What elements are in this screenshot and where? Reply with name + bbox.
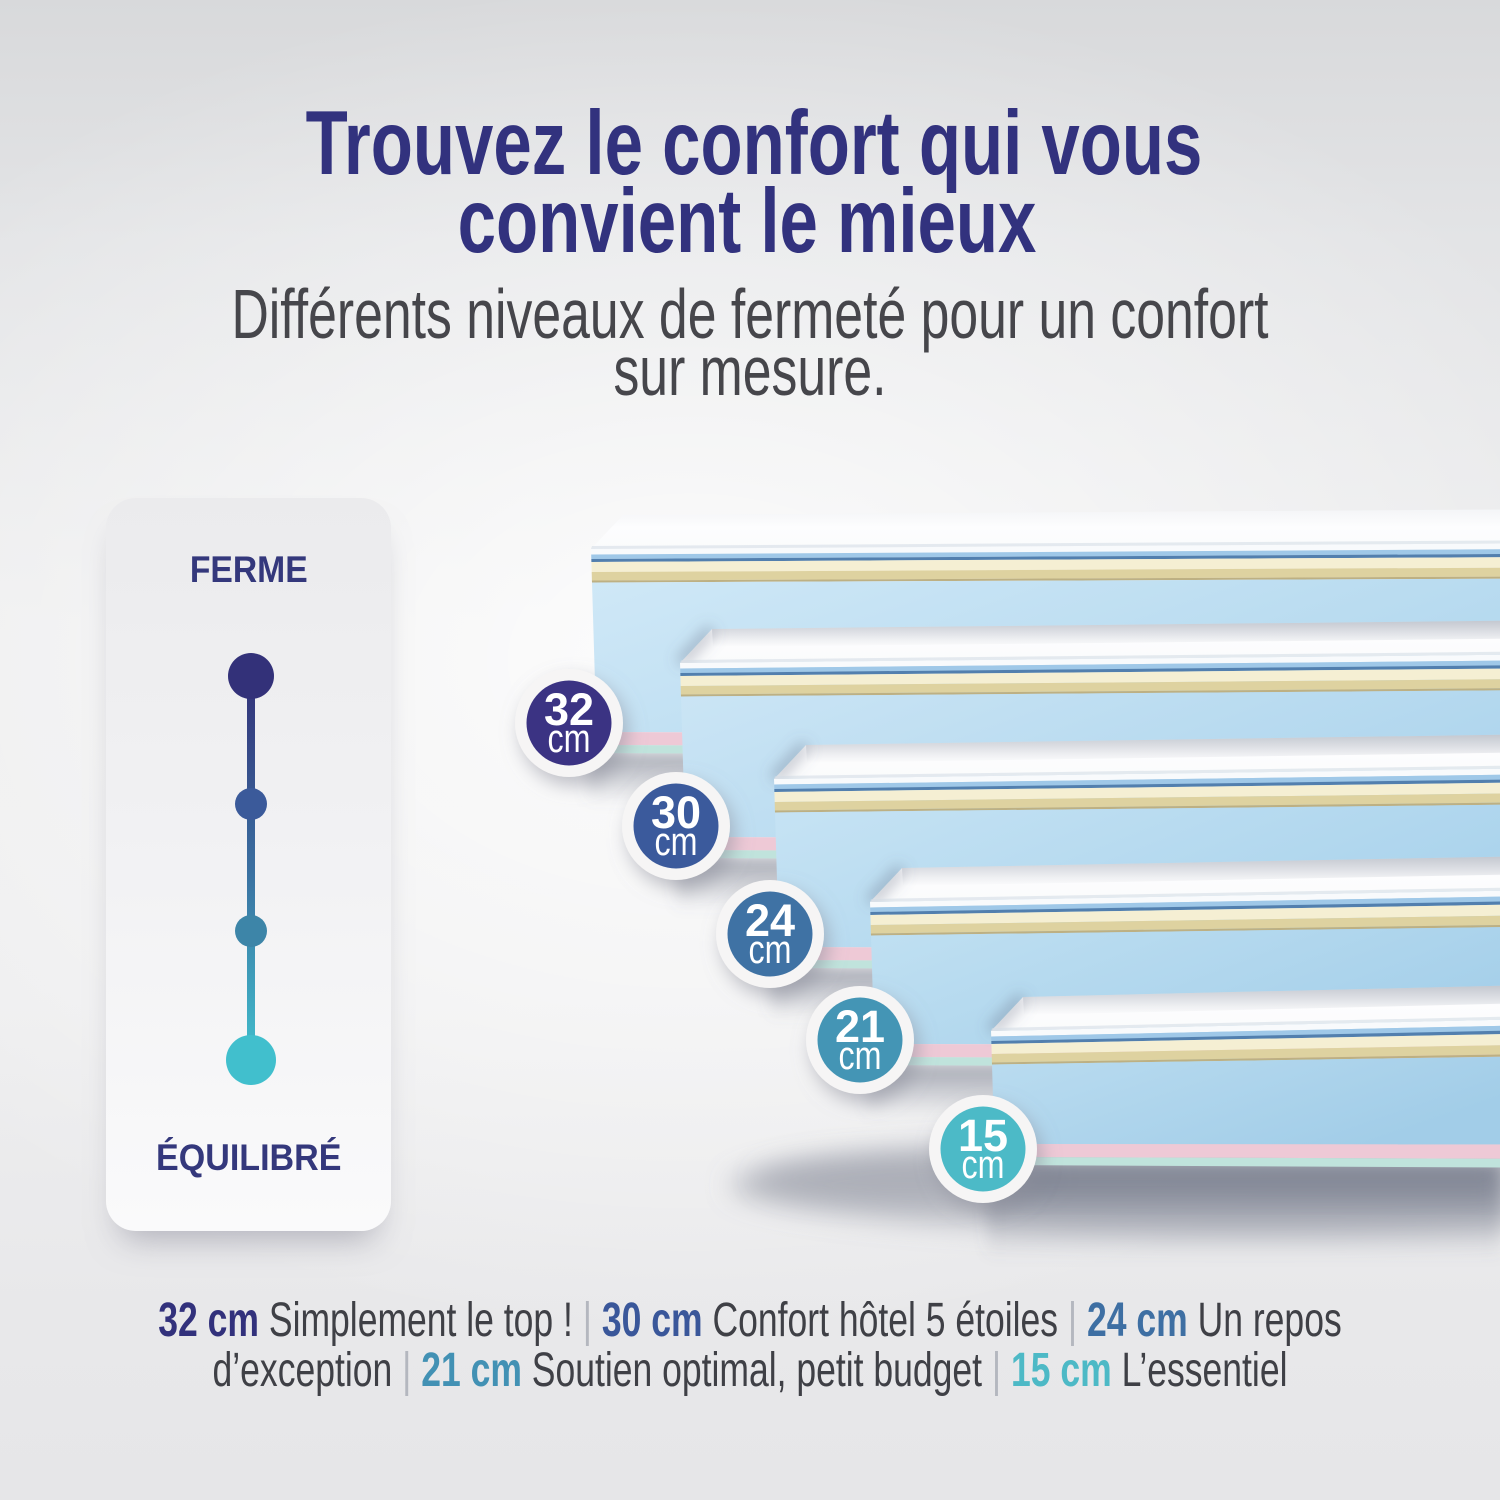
svg-text:cm: cm: [839, 1034, 882, 1078]
svg-text:21: 21: [835, 1001, 885, 1052]
svg-text:cm: cm: [548, 717, 591, 761]
svg-text:cm: cm: [655, 820, 698, 864]
svg-text:32: 32: [544, 684, 594, 735]
svg-text:cm: cm: [749, 928, 792, 972]
svg-text:30: 30: [651, 787, 701, 838]
svg-text:cm: cm: [962, 1143, 1005, 1187]
svg-text:24: 24: [745, 895, 795, 946]
svg-text:15: 15: [958, 1110, 1008, 1161]
